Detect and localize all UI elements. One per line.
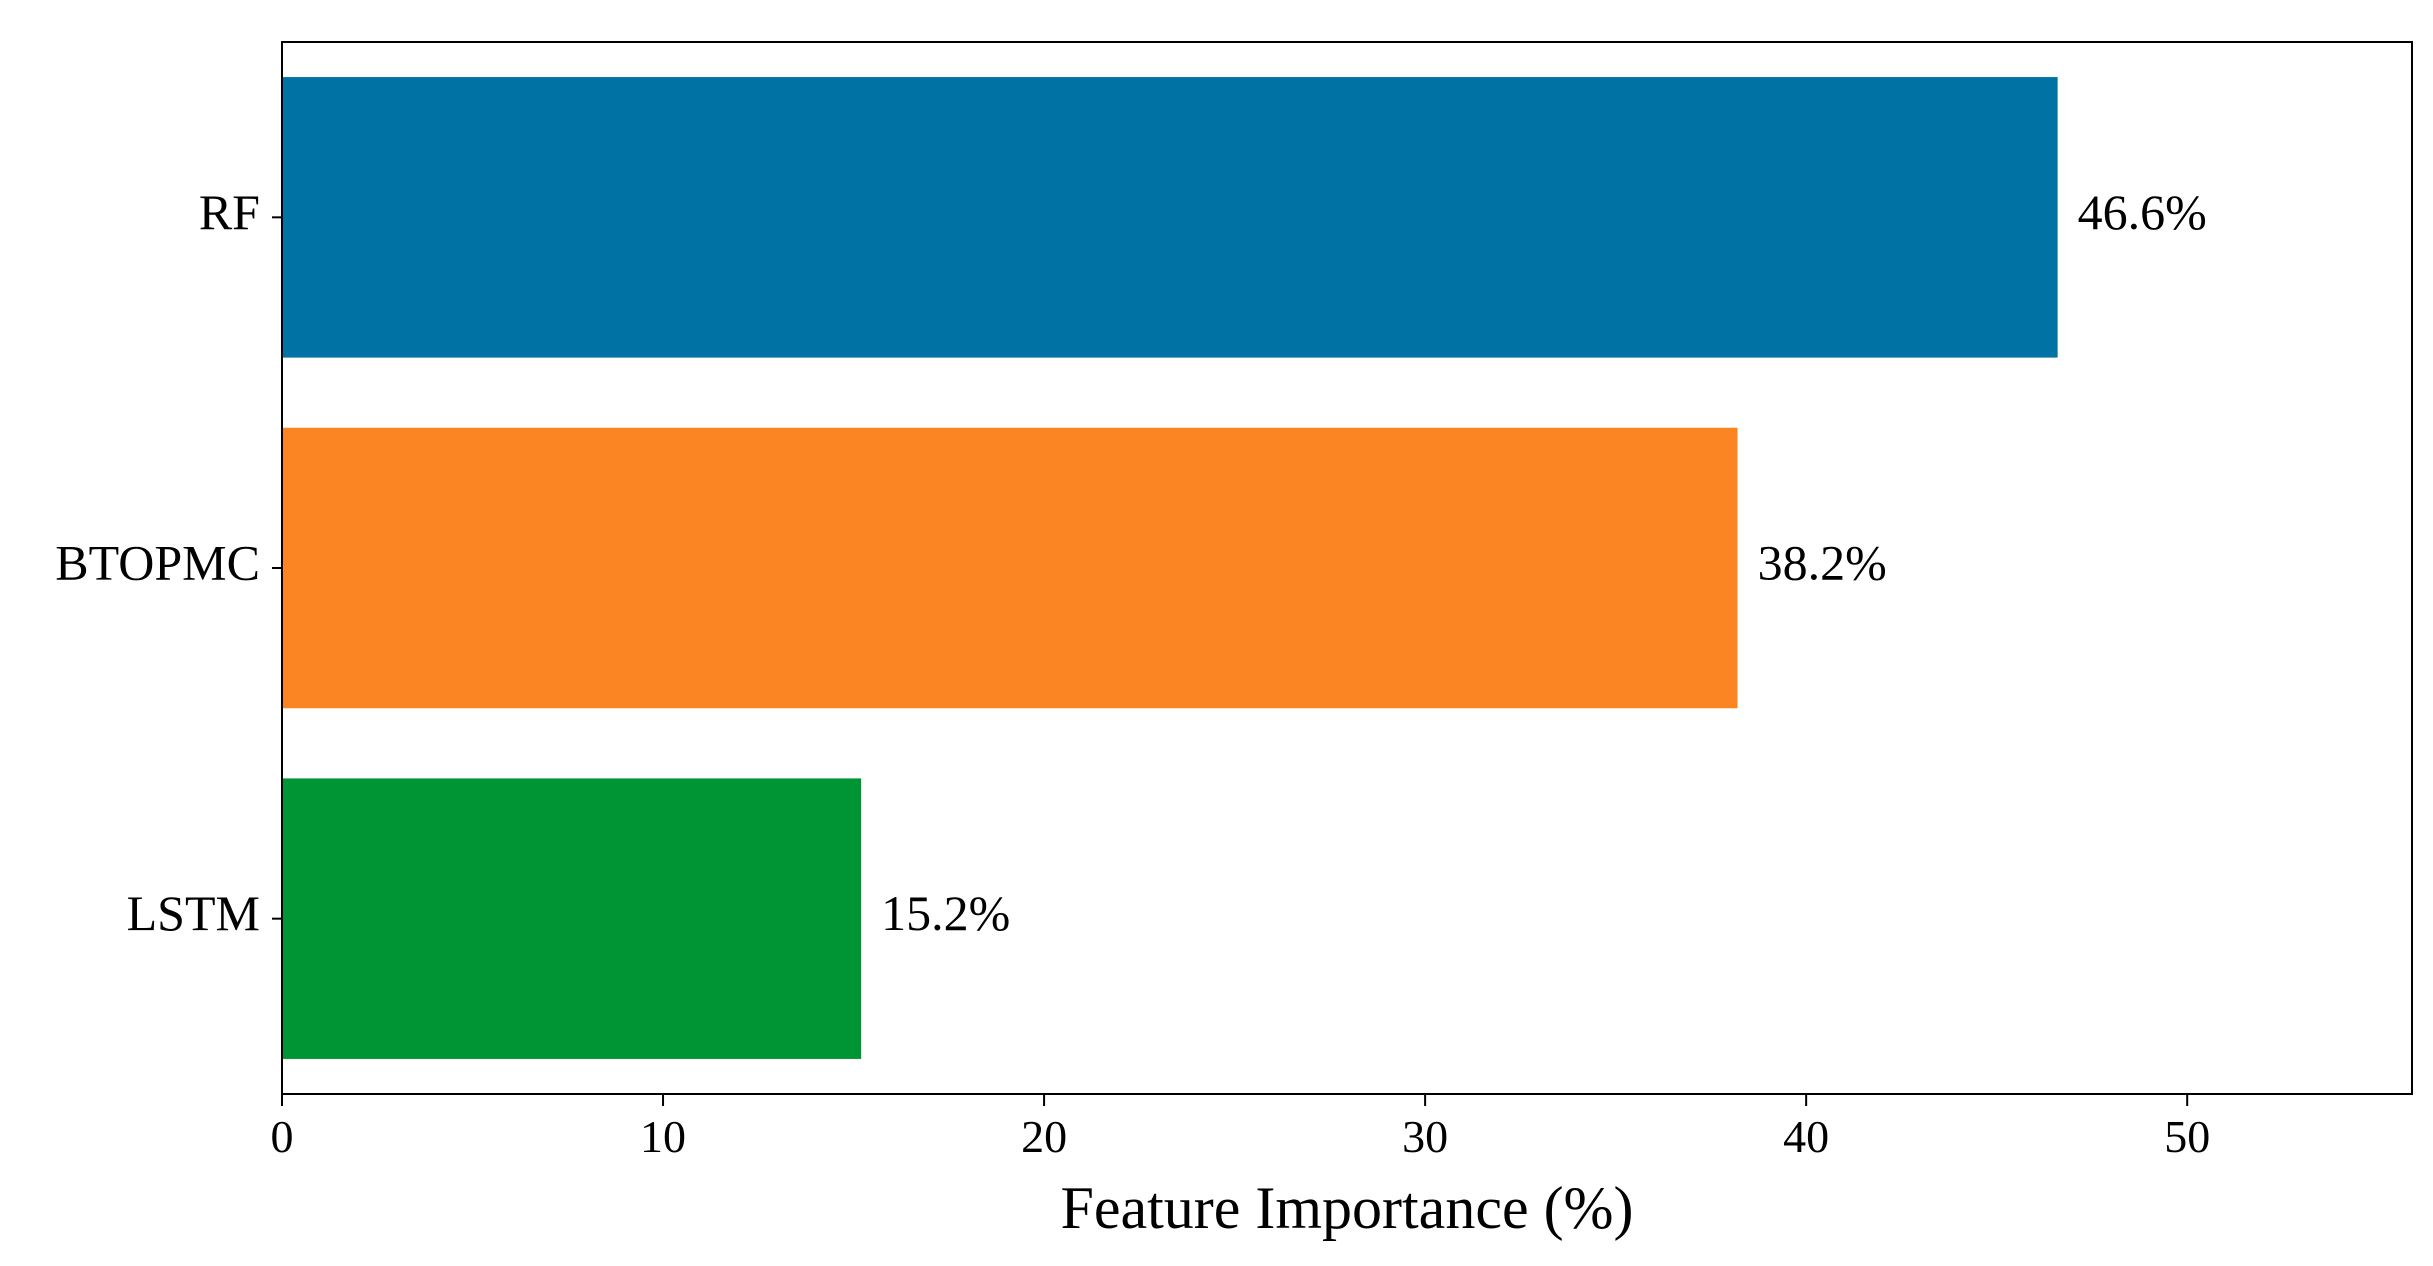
x-tick-label: 30	[1402, 1111, 1448, 1162]
x-axis-ticks: 0 10 20 30 40 50	[271, 1094, 2210, 1162]
x-tick-label: 20	[1021, 1111, 1067, 1162]
x-tick-label: 10	[640, 1111, 686, 1162]
bar-value-label: 46.6%	[2078, 184, 2207, 240]
category-label-lstm: LSTM	[127, 885, 260, 941]
bar-rf	[282, 77, 2058, 358]
x-tick-label: 0	[271, 1111, 294, 1162]
category-label-btopmc: BTOPMC	[55, 534, 260, 590]
bar-btopmc	[282, 427, 1738, 709]
bar-value-label: 15.2%	[881, 885, 1010, 941]
bars-layer: 46.6% 38.2% 15.2%	[282, 77, 2207, 1059]
x-tick-label: 50	[2164, 1111, 2210, 1162]
x-tick-label: 40	[1783, 1111, 1829, 1162]
bar-value-label: 38.2%	[1758, 534, 1887, 590]
x-axis-title: Feature Importance (%)	[1060, 1175, 1633, 1241]
plot-frame	[281, 41, 2413, 1095]
bar-lstm	[282, 778, 862, 1059]
category-labels: RF BTOPMC LSTM	[55, 184, 282, 941]
category-label-rf: RF	[199, 184, 260, 240]
